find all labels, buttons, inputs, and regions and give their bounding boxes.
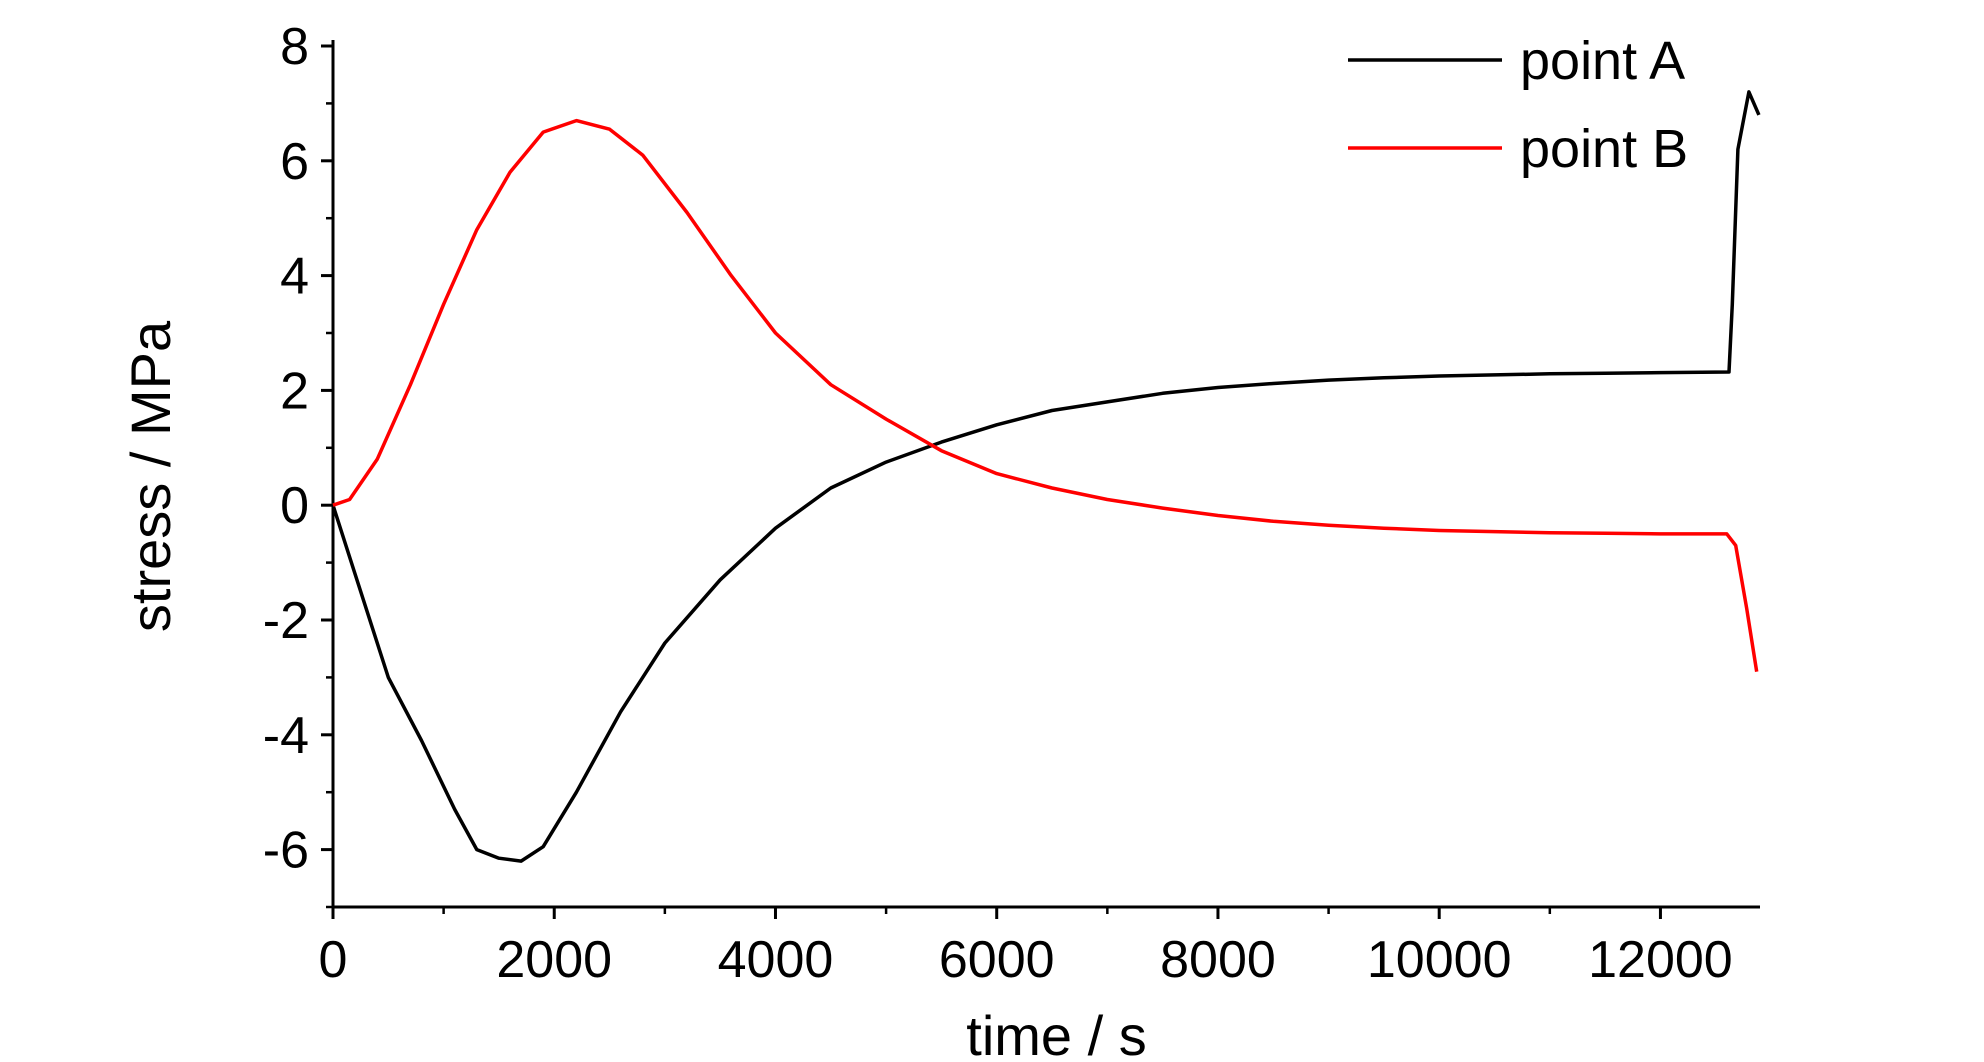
- y-tick-label: 0: [280, 477, 309, 535]
- y-axis-title: stress / MPa: [119, 320, 182, 632]
- y-tick-label: -2: [263, 592, 309, 650]
- x-tick-label: 8000: [1160, 931, 1276, 989]
- x-tick-label: 2000: [496, 931, 612, 989]
- x-tick-label: 10000: [1367, 931, 1512, 989]
- legend-label-point-a: point A: [1520, 31, 1685, 91]
- x-tick-label: 4000: [718, 931, 834, 989]
- legend: point A point B: [1348, 31, 1688, 179]
- y-tick-label: 4: [280, 248, 309, 306]
- y-tick-label: 6: [280, 133, 309, 191]
- series-lines: [331, 90, 1761, 863]
- series-line-point-a: [331, 90, 1761, 863]
- y-tick-label: 2: [280, 362, 309, 420]
- axes: -6 -4 -2 0 2 4 6 8 0 2000 4000 6000 8000 10000 12000: [263, 18, 1760, 989]
- x-tick-label: 0: [319, 931, 348, 989]
- series-line-point-b: [332, 118, 1759, 672]
- y-tick-label: 8: [280, 18, 309, 76]
- y-tick-label: -4: [263, 707, 309, 765]
- legend-label-point-b: point B: [1520, 119, 1688, 179]
- x-tick-label: 6000: [939, 931, 1055, 989]
- x-tick-label: 12000: [1588, 931, 1733, 989]
- x-axis-title: time / s: [966, 1004, 1146, 1062]
- y-tick-label: -6: [263, 822, 309, 880]
